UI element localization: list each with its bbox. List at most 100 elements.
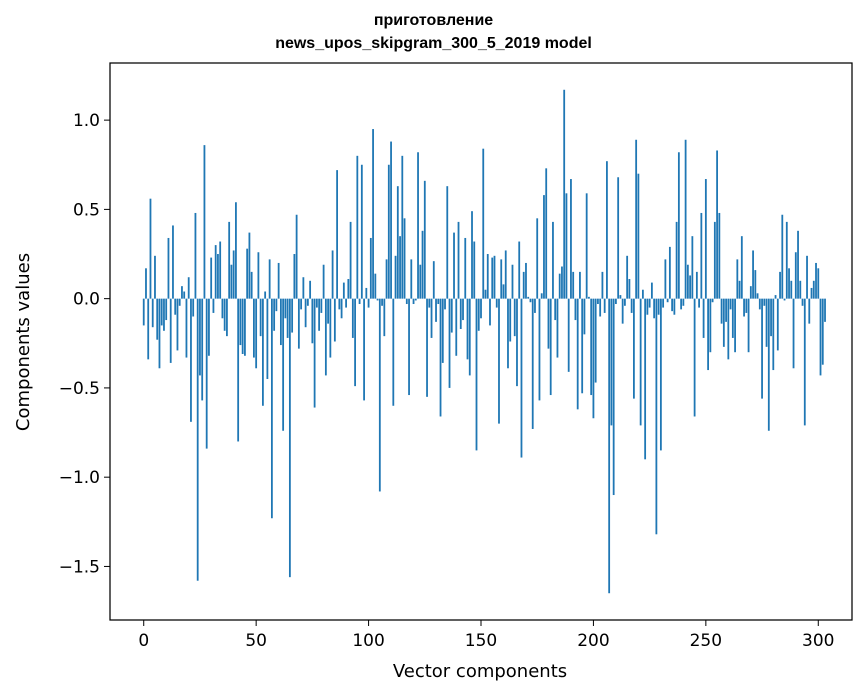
bar [432,261,435,299]
bar [446,186,449,299]
bar [181,286,183,299]
bar [677,152,680,299]
bar [594,298,597,383]
bar [803,298,806,426]
bar [756,293,759,299]
bar [333,298,336,342]
bar [226,298,228,337]
bar [633,298,635,399]
bar [783,298,786,301]
bar [806,255,808,299]
bar [320,298,323,313]
bar [295,214,298,299]
bar [657,298,660,315]
y-tick-label: 0.5 [73,200,100,220]
bar [428,298,431,308]
bar [686,264,689,299]
bar [304,298,307,328]
bar [509,298,512,342]
bar [228,221,231,299]
bar [808,298,811,324]
bar [448,298,451,388]
bar [792,298,795,369]
bar [740,236,743,299]
bar [549,298,552,396]
bar [498,298,500,424]
bar [794,252,797,299]
bar [644,298,647,460]
bar [196,298,199,581]
bar [516,298,518,387]
bar [585,193,588,299]
bar [165,298,168,321]
bar [810,287,813,299]
bar [270,298,273,519]
bar [531,298,534,429]
bar [423,180,426,299]
bar [187,277,190,299]
bar [306,298,309,306]
bar [417,152,419,299]
bar [704,179,707,299]
bar [592,298,595,419]
bar [797,230,799,299]
bar [163,298,165,331]
bar [356,155,359,299]
bar [486,254,489,299]
bar [502,284,505,299]
bar [543,195,545,299]
bar [799,280,802,299]
bar [765,298,768,347]
bar [279,298,282,346]
bar [457,221,460,299]
bar [291,298,294,333]
y-axis-ticks: −1.5 −1.0 −0.5 0.0 0.5 1.0 [59,111,110,577]
bar [381,298,383,306]
bar [174,298,177,315]
bar [237,298,240,442]
bar [259,298,262,337]
bar [208,298,210,356]
bar [232,250,235,299]
bar [235,202,237,299]
bar [430,298,433,338]
bar [718,212,721,299]
bar [624,298,626,306]
bar [682,298,685,306]
bar [160,298,163,326]
bar [387,164,390,299]
bar [194,212,197,299]
bar [374,273,377,299]
bar [376,298,379,301]
bar [536,218,539,299]
bar [246,248,249,299]
bar [412,298,415,305]
bar [264,291,267,299]
bar [455,298,458,356]
bar [315,298,318,308]
bar [781,214,784,299]
bar [621,298,624,324]
bar [612,298,615,496]
bar [518,241,521,299]
bar [489,298,491,326]
bar [147,298,150,360]
bar [282,298,285,431]
bar [230,264,233,299]
bar [241,298,244,354]
bar [700,212,703,299]
bar [439,298,442,417]
bar [345,298,347,308]
bar [761,298,763,399]
bar [713,221,716,299]
bar [819,298,822,376]
bar [603,298,606,313]
bar [331,250,334,299]
x-tick-label: 100 [352,631,384,651]
bar [567,298,570,372]
bar [408,298,410,396]
bar [626,255,629,299]
bar [309,280,312,299]
bar [772,298,775,371]
bar [691,236,694,299]
